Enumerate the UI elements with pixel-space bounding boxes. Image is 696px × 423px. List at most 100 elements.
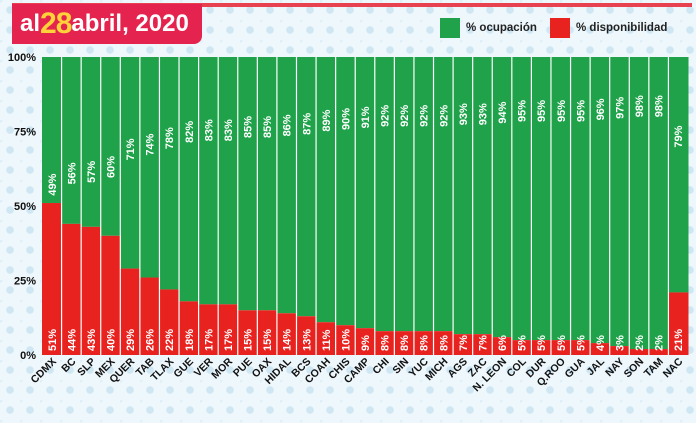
value-label-disponibilidad-18: 8% xyxy=(399,335,411,351)
bar-ocupacion-30 xyxy=(629,57,650,350)
bar-ocupacion-2 xyxy=(81,57,102,227)
value-label-ocupacion-27: 95% xyxy=(575,100,587,122)
value-label-disponibilidad-6: 22% xyxy=(164,329,176,351)
value-label-ocupacion-9: 83% xyxy=(223,119,235,141)
value-label-disponibilidad-23: 6% xyxy=(497,335,509,351)
bar-ocupacion-32 xyxy=(668,57,689,293)
header-rule xyxy=(12,3,692,7)
bar-disponibilidad-1 xyxy=(61,223,82,355)
value-label-ocupacion-31: 98% xyxy=(654,95,666,117)
value-label-disponibilidad-4: 29% xyxy=(125,329,137,351)
value-label-disponibilidad-25: 5% xyxy=(536,335,548,351)
y-tick-label-3: 75% xyxy=(14,127,36,139)
bar-ocupacion-13 xyxy=(296,57,317,317)
value-label-disponibilidad-16: 9% xyxy=(360,335,372,351)
value-label-disponibilidad-21: 7% xyxy=(458,335,470,351)
category-label-9: MOR xyxy=(209,355,235,381)
category-label-17: CHI xyxy=(370,356,391,377)
bar-ocupacion-10 xyxy=(237,57,258,311)
value-label-ocupacion-7: 82% xyxy=(184,121,196,143)
legend-item-ocupacion: % ocupación xyxy=(440,18,537,38)
value-label-disponibilidad-15: 10% xyxy=(340,329,352,351)
bar-ocupacion-0 xyxy=(42,57,63,204)
bar-ocupacion-12 xyxy=(276,57,297,314)
bar-ocupacion-6 xyxy=(159,57,180,290)
category-label-20: MICH xyxy=(423,356,450,383)
bar-disponibilidad-29 xyxy=(609,346,630,355)
value-label-disponibilidad-20: 8% xyxy=(438,335,450,351)
value-label-ocupacion-32: 79% xyxy=(673,125,685,147)
legend-swatch-red xyxy=(550,18,570,38)
bar-disponibilidad-5 xyxy=(139,277,160,355)
bar-ocupacion-26 xyxy=(550,57,572,341)
bar-disponibilidad-27 xyxy=(570,340,591,355)
bar-disponibilidad-11 xyxy=(257,310,278,355)
bar-ocupacion-25 xyxy=(531,57,552,341)
bar-disponibilidad-16 xyxy=(355,328,376,355)
value-label-ocupacion-16: 91% xyxy=(360,106,372,128)
category-label-2: SLP xyxy=(75,356,98,379)
value-label-ocupacion-24: 95% xyxy=(517,100,529,122)
bar-disponibilidad-6 xyxy=(159,289,180,355)
bar-disponibilidad-9 xyxy=(218,304,239,355)
value-label-disponibilidad-5: 26% xyxy=(145,329,157,351)
bar-disponibilidad-0 xyxy=(42,203,63,355)
bar-ocupacion-7 xyxy=(179,57,200,302)
bar-disponibilidad-32 xyxy=(668,292,689,355)
value-label-ocupacion-18: 92% xyxy=(399,105,411,127)
value-label-disponibilidad-29: 3% xyxy=(614,335,626,351)
bar-disponibilidad-3 xyxy=(100,235,121,355)
bar-disponibilidad-2 xyxy=(81,226,102,355)
value-label-disponibilidad-27: 5% xyxy=(575,335,587,351)
title-day: 28 xyxy=(40,7,72,40)
title-prefix: al xyxy=(20,10,41,37)
bar-disponibilidad-15 xyxy=(335,325,356,355)
y-tick-label-4: 100% xyxy=(8,52,36,64)
value-label-disponibilidad-12: 14% xyxy=(282,329,294,351)
bar-disponibilidad-23 xyxy=(492,337,513,355)
value-label-ocupacion-13: 87% xyxy=(301,113,313,135)
bar-disponibilidad-30 xyxy=(629,349,650,355)
value-label-ocupacion-14: 89% xyxy=(321,109,333,131)
bar-disponibilidad-21 xyxy=(453,334,474,355)
bar-ocupacion-14 xyxy=(316,57,337,323)
bar-ocupacion-29 xyxy=(609,57,630,347)
bar-disponibilidad-26 xyxy=(550,340,572,355)
value-label-disponibilidad-2: 43% xyxy=(86,329,98,351)
value-label-disponibilidad-3: 40% xyxy=(106,329,118,351)
bar-disponibilidad-24 xyxy=(511,340,532,355)
bar-disponibilidad-7 xyxy=(179,301,200,355)
value-label-ocupacion-20: 92% xyxy=(438,105,450,127)
category-label-31: TAM xyxy=(642,355,666,379)
value-label-ocupacion-11: 85% xyxy=(262,116,274,138)
bar-ocupacion-31 xyxy=(648,57,669,350)
bar-ocupacion-4 xyxy=(120,57,141,269)
value-label-disponibilidad-1: 44% xyxy=(66,329,78,351)
bar-ocupacion-5 xyxy=(139,57,160,278)
category-label-27: GUA xyxy=(562,355,587,380)
bar-ocupacion-9 xyxy=(218,57,239,305)
value-label-disponibilidad-9: 17% xyxy=(223,329,235,351)
value-label-ocupacion-26: 95% xyxy=(556,100,568,122)
bar-disponibilidad-25 xyxy=(531,340,552,355)
bar-disponibilidad-13 xyxy=(296,316,317,355)
bar-ocupacion-27 xyxy=(570,57,591,341)
category-label-29: NAY xyxy=(603,356,626,379)
bar-disponibilidad-31 xyxy=(648,349,669,355)
legend-label-disponibilidad: % disponibilidad xyxy=(576,22,668,34)
category-label-24: COL xyxy=(505,355,530,380)
category-label-32: NAC xyxy=(661,355,686,380)
value-label-disponibilidad-24: 5% xyxy=(517,335,529,351)
bar-ocupacion-1 xyxy=(61,57,82,224)
legend-swatch-green xyxy=(440,18,460,38)
bar-disponibilidad-19 xyxy=(413,331,435,355)
category-label-21: AGS xyxy=(445,356,470,381)
bar-disponibilidad-28 xyxy=(590,343,611,355)
category-label-30: SON xyxy=(622,356,647,381)
bar-ocupacion-19 xyxy=(413,57,435,332)
value-label-ocupacion-5: 74% xyxy=(145,133,157,155)
bar-disponibilidad-8 xyxy=(198,304,219,355)
legend-label-ocupacion: % ocupación xyxy=(466,22,537,34)
bar-ocupacion-21 xyxy=(453,57,474,335)
